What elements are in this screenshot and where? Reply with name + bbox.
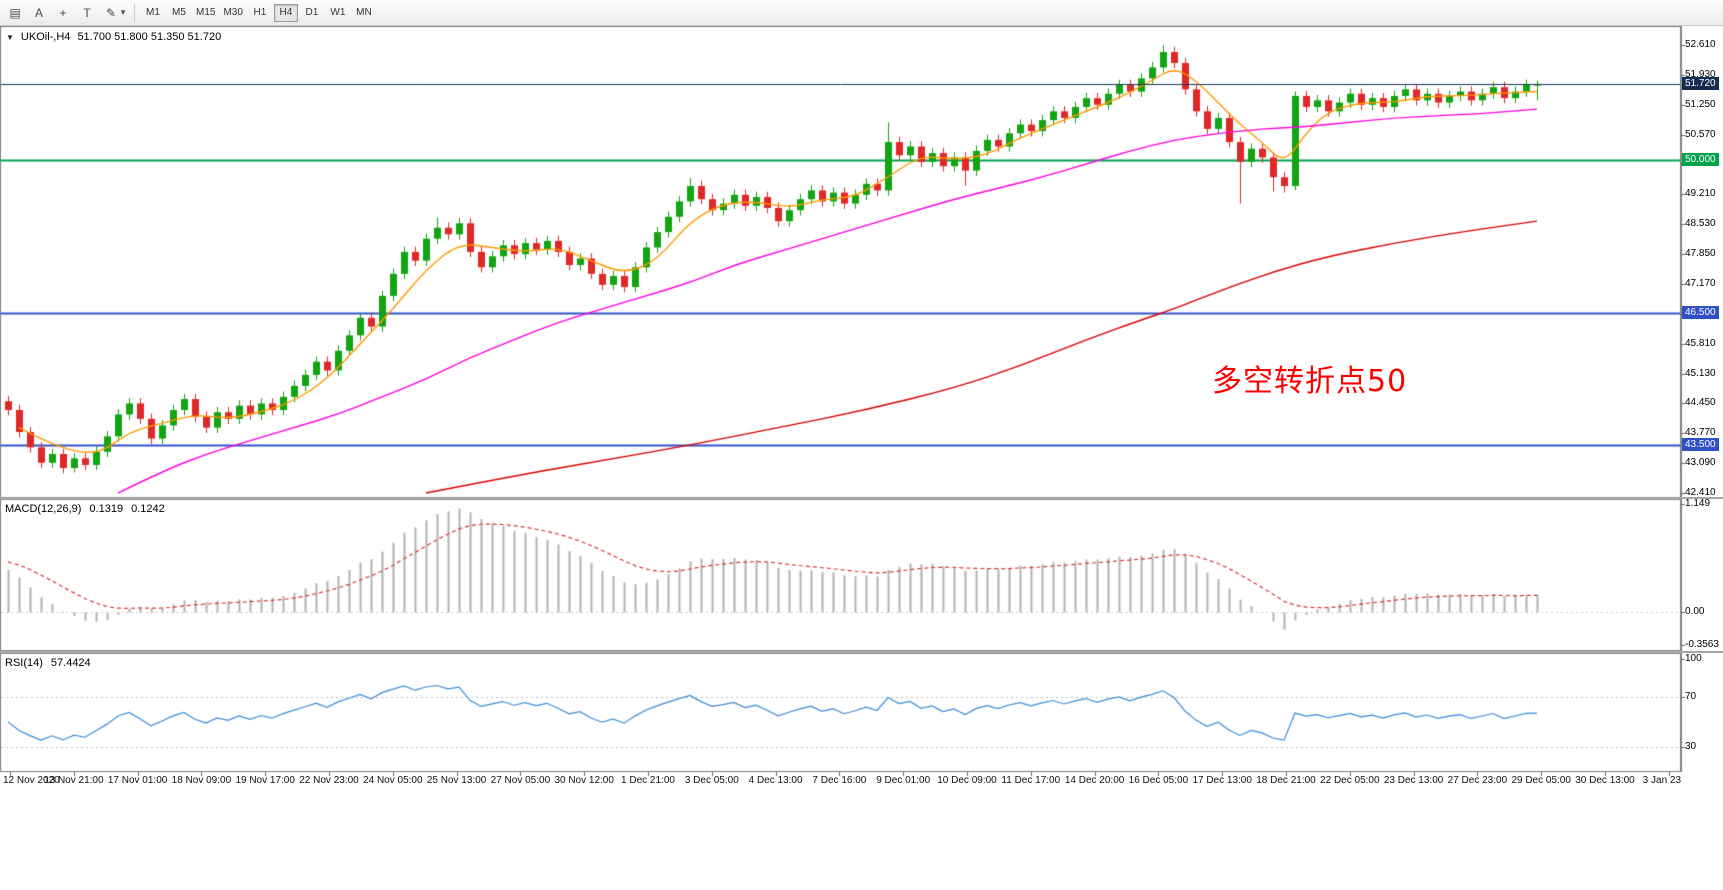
hline-50-tag: 50.000: [1682, 152, 1719, 166]
timeframe-m15[interactable]: M15: [196, 7, 216, 18]
hline-46-5-tag: 46.500: [1682, 306, 1719, 320]
macd-info: MACD(12,26,9) 0.1319 0.1242: [5, 503, 165, 515]
ohlc-readout: 51.700 51.800 51.350 51.720: [77, 31, 222, 43]
macd-axis-label: 1.149: [1685, 497, 1711, 509]
cursor-mode-icon[interactable]: A: [34, 5, 43, 20]
toolbar-icons: ▤ A + T ✎ ▾: [4, 3, 128, 23]
draw-tool-caret-icon[interactable]: ▾: [120, 7, 126, 17]
rsi-label: RSI(14): [5, 657, 43, 669]
timeframe-m1[interactable]: M1: [146, 7, 160, 18]
time-label: 30 Dec 13:00: [1575, 775, 1635, 786]
timeframe-m5[interactable]: M5: [172, 7, 186, 18]
time-label: 22 Nov 23:00: [299, 775, 359, 786]
symbol-info: ▼ UKOil-,H4 51.700 51.800 51.350 51.720: [6, 31, 221, 43]
time-label: 16 Dec 05:00: [1128, 775, 1189, 786]
text-tool-icon[interactable]: T: [83, 5, 91, 20]
time-label: 27 Nov 05:00: [490, 775, 551, 786]
timeframe-w1[interactable]: W1: [330, 7, 346, 18]
collapse-arrow-icon[interactable]: ▼: [6, 32, 14, 42]
time-label: 4 Dec 13:00: [748, 775, 803, 786]
macd-axis-label: 0.00: [1685, 605, 1705, 617]
macd-axis-label: -0.3563: [1685, 639, 1719, 651]
crosshair-icon[interactable]: +: [59, 5, 67, 20]
timeframe-group: M1 M5 M15 M30 H1 H4 D1 W1 MN: [141, 3, 376, 22]
timeframe-m30[interactable]: M30: [223, 7, 243, 18]
time-axis[interactable]: 12 Nov 2020 13 Nov 21:00 17 Nov 01:00 18 No…: [0, 772, 1681, 790]
time-label: 18 Dec 21:00: [1256, 775, 1316, 786]
time-label: 25 Nov 13:00: [426, 775, 487, 786]
chart-canvas[interactable]: [0, 26, 1723, 790]
time-label: 10 Dec 09:00: [937, 775, 997, 786]
time-label: 27 Dec 23:00: [1447, 775, 1508, 786]
price-axis-label: 52.610: [1685, 39, 1716, 50]
time-label: 7 Dec 16:00: [812, 775, 867, 786]
toolbar: ▤ A + T ✎ ▾ M1 M5 M15 M30 H1 H4 D1 W1 MN: [0, 0, 1723, 26]
time-label: 9 Dec 01:00: [876, 775, 931, 786]
price-axis-label: 47.170: [1685, 277, 1716, 289]
macd-label: MACD(12,26,9): [5, 503, 82, 515]
draw-tool-icon[interactable]: ✎: [105, 5, 117, 20]
time-label: 17 Dec 13:00: [1192, 775, 1252, 786]
rsi-value: 57.4424: [50, 657, 91, 669]
charts-grid-icon[interactable]: ▤: [9, 5, 21, 20]
time-label: 11 Dec 17:00: [1001, 775, 1061, 786]
price-axis-label: 45.130: [1685, 367, 1716, 379]
time-label: 24 Nov 05:00: [363, 775, 423, 786]
toolbar-separator: [134, 3, 135, 22]
price-axis-label: 51.250: [1685, 98, 1716, 110]
macd-value-main: 0.1319: [89, 503, 124, 515]
price-axis-label: 45.810: [1685, 337, 1716, 349]
time-label: 12 Nov 2020: [3, 775, 60, 786]
macd-value-signal: 0.1242: [131, 503, 165, 515]
price-axis-label: 43.090: [1685, 457, 1716, 469]
time-label: 3 Dec 05:00: [684, 775, 739, 786]
rsi-axis-label: 100: [1685, 653, 1702, 665]
timeframe-mn[interactable]: MN: [356, 7, 372, 18]
time-label: 14 Dec 20:00: [1064, 775, 1125, 786]
panel-separator-macd[interactable]: [0, 497, 1723, 499]
price-axis-label: 42.410: [1685, 487, 1716, 499]
price-axis-label: 49.210: [1685, 188, 1716, 200]
chart-annotation-text: 多空转折点50: [1212, 364, 1408, 399]
rsi-axis-label: 30: [1685, 740, 1697, 752]
price-axis-label: 51.930: [1685, 68, 1716, 80]
chart-region: ▼ UKOil-,H4 51.700 51.800 51.350 51.720 …: [0, 26, 1723, 790]
price-axis-label: 44.450: [1685, 397, 1716, 409]
time-label: 23 Dec 13:00: [1383, 775, 1444, 786]
timeframe-d1[interactable]: D1: [305, 7, 319, 18]
timeframe-h1[interactable]: H1: [253, 7, 267, 18]
rsi-axis-label: 70: [1685, 690, 1697, 702]
time-label: 1 Dec 21:00: [621, 775, 675, 786]
time-label: 22 Dec 05:00: [1320, 775, 1380, 786]
price-axis-label: 50.570: [1685, 128, 1716, 140]
time-label: 30 Nov 12:00: [554, 775, 614, 786]
time-label: 3 Jan 23:00: [1642, 775, 1681, 786]
bid-price-tag: 51.720: [1682, 77, 1719, 91]
time-label: 18 Nov 09:00: [171, 775, 232, 786]
price-axis-label: 48.530: [1685, 218, 1716, 230]
price-axis-label: 47.850: [1685, 248, 1716, 260]
time-label: 19 Nov 17:00: [235, 775, 295, 786]
time-label: 29 Dec 05:00: [1511, 775, 1571, 786]
symbol-timeframe-label: UKOil-,H4: [20, 31, 71, 43]
timeframe-h4[interactable]: H4: [273, 3, 298, 22]
time-label: 17 Nov 01:00: [107, 775, 168, 786]
price-axis-label: 43.770: [1685, 427, 1716, 439]
time-label: 13 Nov 21:00: [44, 775, 104, 786]
price-axis[interactable]: 52.61051.93051.25050.57049.89049.21048.5…: [1681, 26, 1723, 772]
panel-separator-rsi[interactable]: [0, 651, 1723, 653]
hline-43-5-tag: 43.500: [1682, 438, 1719, 452]
rsi-info: RSI(14) 57.4424: [5, 657, 91, 669]
